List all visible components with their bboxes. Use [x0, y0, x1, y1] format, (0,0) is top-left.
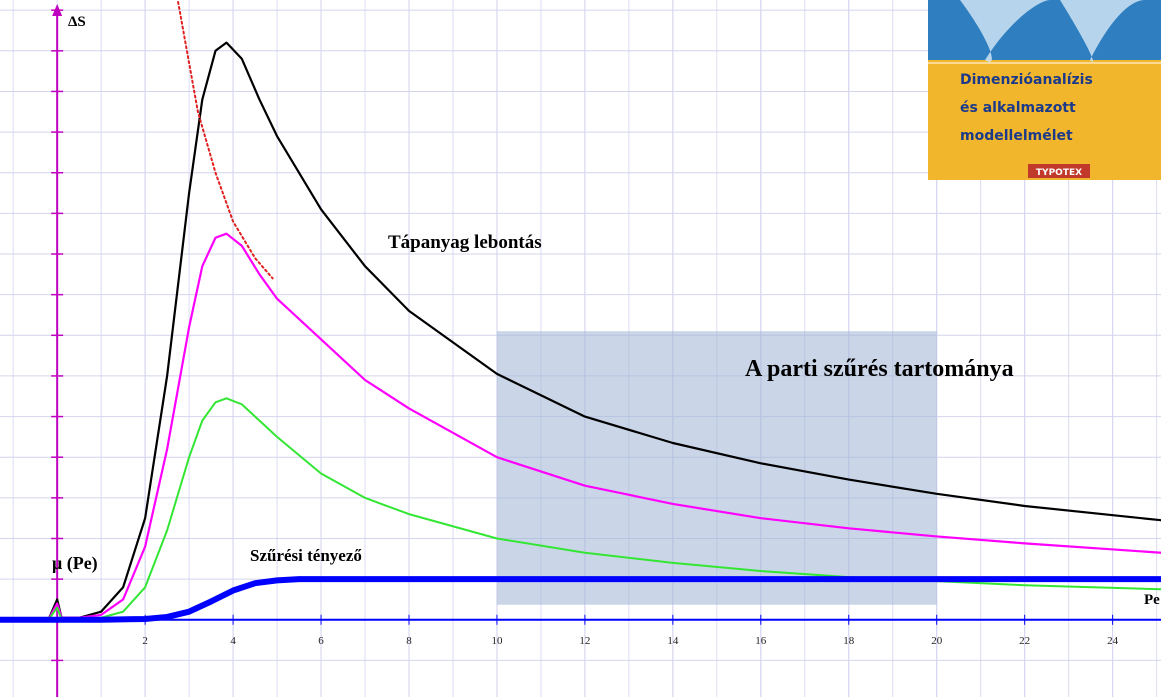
cover-title: és alkalmazott	[960, 100, 1076, 116]
x-tick-label: 22	[1019, 635, 1030, 647]
annotation: A parti szűrés tartománya	[745, 356, 1014, 382]
cover-line	[928, 62, 1161, 64]
annotation: Szűrési tényező	[250, 546, 362, 565]
publisher: TYPOTEX	[1036, 168, 1082, 178]
x-tick-label: 16	[755, 635, 767, 647]
annotation: Tápanyag lebontás	[388, 232, 542, 253]
x-axis-label: Pe	[1144, 592, 1160, 608]
book-cover: Dimenzióanalízis és alkalmazott modellel…	[928, 0, 1161, 180]
x-tick-label: 10	[491, 635, 503, 647]
cover-title: modellelmélet	[960, 128, 1073, 144]
x-tick-label: 4	[230, 635, 236, 647]
x-tick-label: 2	[142, 635, 148, 647]
cover-title: Dimenzióanalízis	[960, 72, 1093, 88]
x-tick-label: 8	[406, 635, 412, 647]
x-tick-label: 12	[579, 635, 590, 647]
x-tick-label: 24	[1107, 635, 1119, 647]
y-axis-label: ΔS	[68, 14, 86, 30]
annotation: μ (Pe)	[52, 553, 98, 574]
x-tick-label: 14	[667, 635, 679, 647]
x-tick-label: 20	[931, 635, 943, 647]
cover-band	[928, 0, 1161, 60]
x-tick-label: 6	[318, 635, 324, 647]
x-tick-label: 18	[843, 635, 855, 647]
chart: 24681012141618202224 ΔS Pe Tápanyag lebo…	[0, 0, 1161, 697]
